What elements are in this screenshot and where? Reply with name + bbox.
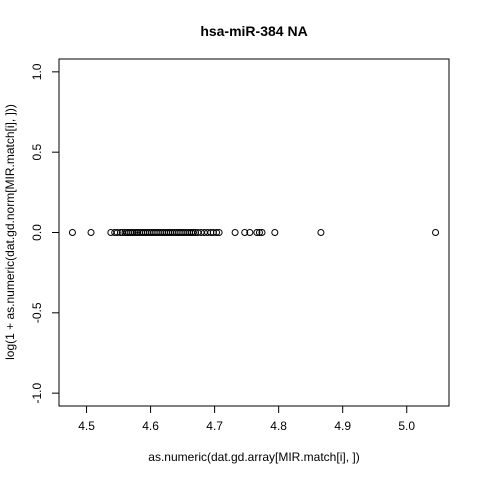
x-tick-label: 4.5 [78,419,95,433]
x-axis-label: as.numeric(dat.gd.array[MIR.match[i], ]) [148,450,359,464]
x-tick-label: 5.0 [398,419,415,433]
data-point [129,229,137,236]
data-point [113,229,121,236]
y-tick-label: 0.5 [30,144,44,161]
data-points [68,229,440,236]
data-point [253,229,261,236]
data-point [271,229,279,236]
x-tick-label: 4.7 [206,419,223,433]
y-axis-label: log(1 + as.numeric(dat.gd.norm[MIR.match… [3,104,17,360]
x-tick-label: 4.9 [334,419,351,433]
data-point [258,229,266,236]
y-tick-label: 0.0 [30,224,44,241]
data-point [215,229,223,236]
data-point [255,229,263,236]
x-tick-label: 4.6 [142,419,159,433]
data-point [68,229,76,236]
data-point [246,229,254,236]
y-tick-label: -1.0 [30,382,44,403]
data-point [231,229,239,236]
data-point [432,229,440,236]
y-axis: -1.0 -0.5 0.0 0.5 1.0 [30,63,60,403]
y-tick-label: -0.5 [30,302,44,323]
x-axis: 4.5 4.6 4.7 4.8 4.9 5.0 [78,405,415,433]
data-point [189,229,197,236]
data-point [213,229,221,236]
data-point [317,229,325,236]
x-tick-label: 4.8 [270,419,287,433]
data-point [241,229,249,236]
data-point [87,229,95,236]
data-point [131,229,139,236]
chart-title: hsa-miR-384 NA [200,23,307,39]
y-tick-label: 1.0 [30,63,44,80]
